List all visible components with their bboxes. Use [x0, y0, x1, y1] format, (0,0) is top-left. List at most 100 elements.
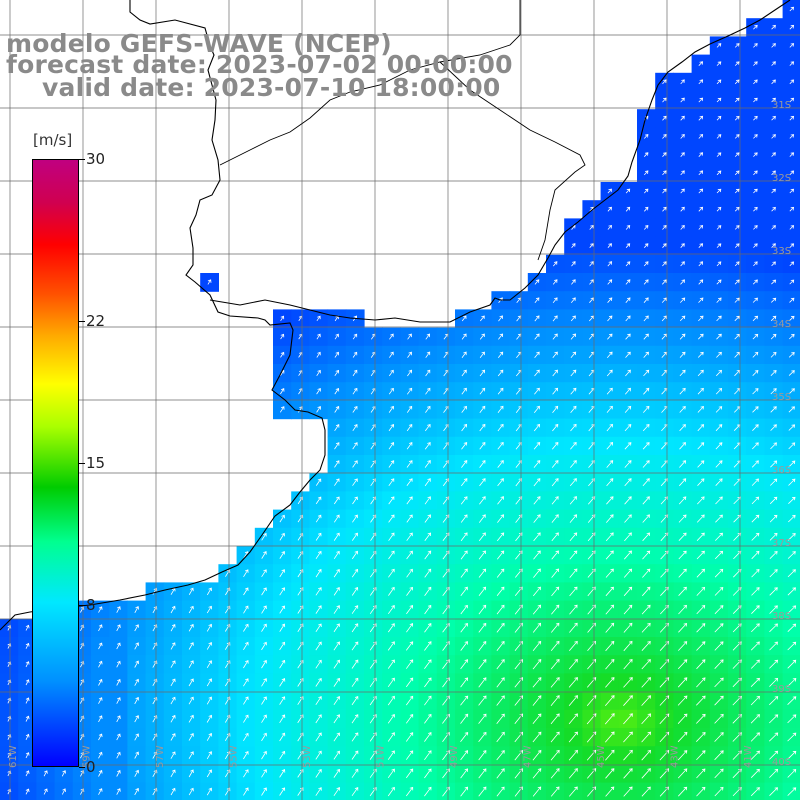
- wind-cell: [436, 673, 456, 693]
- wind-arrow: [279, 605, 286, 614]
- wind-cell: [345, 436, 365, 456]
- wind-cell: [345, 600, 365, 620]
- wind-arrow: [770, 315, 777, 322]
- wind-cell: [691, 509, 711, 529]
- wind-cell: [709, 418, 729, 438]
- wind-cell: [746, 382, 765, 401]
- wind-cell: [546, 564, 565, 583]
- wind-arrow: [751, 532, 760, 541]
- wind-cell: [527, 455, 547, 474]
- wind-arrow: [405, 713, 414, 724]
- wind-cell: [618, 418, 638, 438]
- wind-cell: [418, 345, 438, 365]
- wind-arrow: [624, 478, 632, 487]
- wind-arrow: [25, 697, 30, 704]
- wind-cell: [182, 637, 201, 656]
- wind-cell: [491, 473, 511, 492]
- wind-arrow: [478, 750, 487, 761]
- wind-arrow: [188, 714, 194, 723]
- latitude-label: 33S: [772, 246, 791, 257]
- wind-arrow: [716, 315, 722, 322]
- wind-arrow: [388, 423, 394, 432]
- wind-arrow: [388, 496, 395, 505]
- wind-cell: [236, 600, 256, 620]
- wind-arrow: [316, 315, 321, 322]
- wind-arrow: [697, 442, 705, 450]
- wind-cell: [473, 491, 492, 511]
- wind-cell: [345, 509, 365, 529]
- wind-arrow: [387, 695, 395, 706]
- wind-cell: [418, 564, 438, 583]
- wind-cell: [655, 364, 674, 383]
- wind-arrow: [479, 351, 485, 358]
- wind-cell: [564, 364, 583, 383]
- wind-arrow: [496, 532, 505, 542]
- wind-cell: [746, 764, 765, 784]
- wind-cell: [364, 709, 383, 729]
- wind-cell: [637, 618, 656, 638]
- wind-arrow: [714, 750, 724, 761]
- wind-arrow: [750, 714, 760, 724]
- wind-cell: [309, 728, 329, 747]
- wind-arrow: [771, 24, 776, 30]
- wind-cell: [691, 364, 711, 383]
- wind-cell: [509, 291, 529, 310]
- wind-arrow: [460, 496, 468, 505]
- wind-arrow: [641, 677, 651, 688]
- wind-cell: [618, 327, 638, 347]
- wind-cell: [455, 709, 474, 729]
- wind-cell: [546, 637, 565, 656]
- wind-cell: [491, 436, 511, 456]
- wind-cell: [546, 691, 565, 711]
- wind-cell: [364, 382, 383, 401]
- wind-arrow: [678, 532, 687, 541]
- wind-cell: [509, 691, 529, 711]
- wind-arrow: [315, 532, 322, 541]
- wind-cell: [764, 254, 784, 274]
- wind-arrow: [478, 514, 486, 523]
- wind-arrow: [406, 604, 413, 615]
- wind-arrow: [698, 243, 704, 248]
- wind-cell: [728, 546, 747, 565]
- colorbar-tick: [79, 321, 85, 323]
- wind-arrow: [787, 659, 797, 669]
- wind-cell: [527, 564, 547, 583]
- wind-arrow: [789, 97, 795, 103]
- wind-cell: [546, 527, 565, 547]
- wind-cell: [546, 491, 565, 511]
- wind-cell: [145, 582, 165, 602]
- wind-arrow: [496, 659, 505, 670]
- wind-arrow: [605, 550, 614, 560]
- wind-arrow: [460, 641, 468, 651]
- wind-arrow: [769, 787, 778, 796]
- wind-cell: [746, 18, 765, 37]
- wind-cell: [582, 491, 602, 511]
- wind-cell: [582, 327, 602, 347]
- wind-cell: [382, 600, 401, 620]
- wind-cell: [436, 509, 456, 529]
- wind-cell: [527, 746, 547, 765]
- wind-arrow: [496, 640, 505, 651]
- wind-cell: [746, 200, 765, 219]
- wind-cell: [728, 746, 747, 765]
- wind-cell: [582, 291, 602, 310]
- wind-arrow: [243, 641, 249, 651]
- wind-cell: [673, 327, 693, 347]
- wind-cell: [327, 527, 347, 547]
- wind-cell: [473, 709, 492, 729]
- wind-arrow: [405, 768, 414, 779]
- wind-cell: [127, 655, 147, 674]
- wind-cell: [746, 728, 765, 747]
- wind-cell: [218, 582, 238, 602]
- wind-cell: [509, 764, 529, 784]
- wind-arrow: [351, 605, 359, 614]
- wind-cell: [91, 600, 110, 620]
- wind-arrow: [752, 279, 758, 285]
- wind-cell: [364, 527, 383, 547]
- wind-cell: [127, 618, 147, 638]
- wind-arrow: [752, 351, 759, 358]
- wind-cell: [273, 728, 292, 747]
- wind-arrow: [496, 786, 505, 797]
- wind-cell: [546, 509, 565, 529]
- wind-arrow: [497, 369, 504, 377]
